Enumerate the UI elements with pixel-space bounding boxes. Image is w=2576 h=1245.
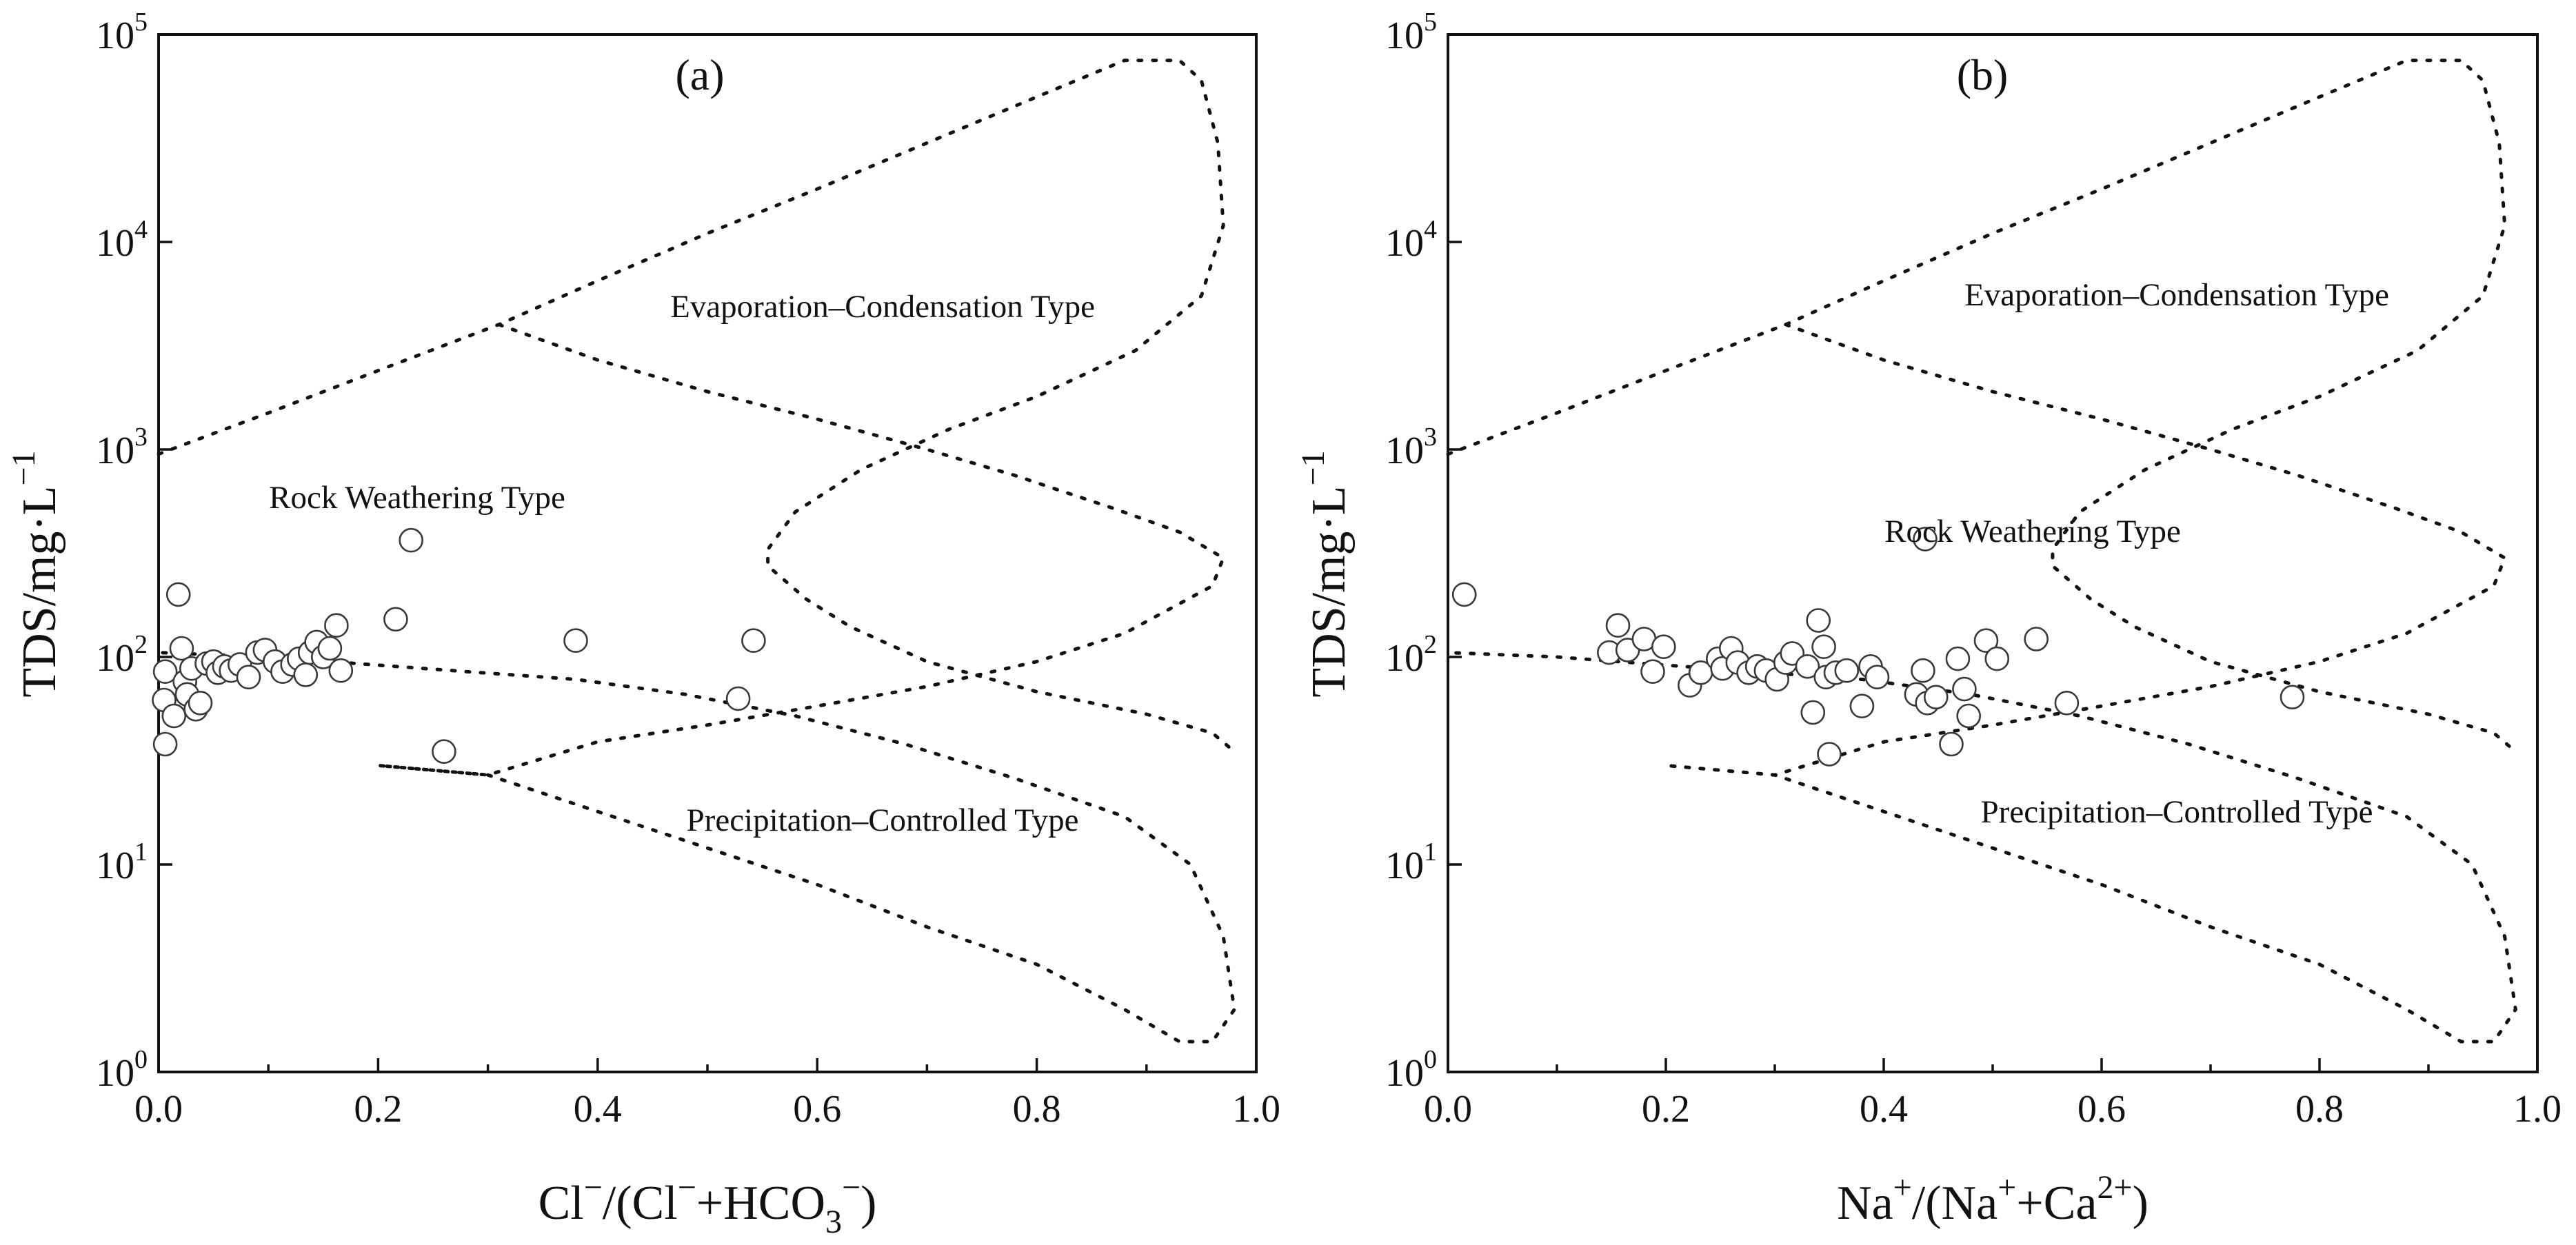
y-tick-label: 101: [1385, 838, 1437, 887]
panel-b: 0.0 0.2 0.4 0.6 0.8 1.0 100 101 102 103 104 105 (b) E…: [1295, 8, 2562, 1230]
data-point: [1651, 634, 1676, 660]
y-tick-label: 103: [96, 423, 148, 472]
data-point: [1451, 582, 1477, 607]
data-point: [324, 613, 349, 638]
label-evaporation-condensation: Evaporation–Condensation Type: [1964, 277, 2389, 313]
data-point: [236, 665, 261, 690]
x-tick-label: 0.6: [2077, 1088, 2126, 1131]
y-tick-label: 104: [1385, 215, 1437, 265]
data-point: [1956, 703, 1981, 729]
y-tick-label: 105: [1385, 8, 1437, 57]
data-point: [383, 607, 408, 632]
data-point: [165, 582, 191, 607]
data-point: [2280, 685, 2305, 710]
data-point: [1952, 676, 1977, 702]
y-axis-title: TDS/mg·L−1: [1295, 450, 1356, 697]
plot-frame: [1447, 33, 2539, 1073]
x-tick-label: 0.4: [1860, 1088, 1908, 1131]
data-point: [1849, 694, 1875, 718]
data-point: [328, 658, 354, 683]
data-point: [1811, 634, 1836, 660]
x-tick-label: 0.6: [793, 1088, 841, 1131]
x-tick-label: 0.8: [2295, 1088, 2344, 1131]
data-point: [293, 662, 319, 687]
label-rock-weathering: Rock Weathering Type: [269, 480, 565, 516]
data-point: [563, 628, 588, 654]
data-point: [1605, 613, 1631, 638]
panel-a: 0.0 0.2 0.4 0.6 0.8 1.0 100 101 102 103 104 105 (a) E…: [6, 8, 1280, 1240]
y-tick-label: 100: [1385, 1045, 1437, 1095]
panel-title: (a): [675, 50, 724, 99]
envelope-inner-lower-curve: [157, 323, 1236, 1044]
label-precipitation-controlled: Precipitation–Controlled Type: [1981, 794, 2373, 830]
data-point: [188, 690, 213, 716]
x-axis-title: Na+/(Na++Ca2+): [1837, 1169, 2149, 1230]
data-point: [1924, 685, 1949, 710]
y-tick-label: 102: [1385, 630, 1437, 680]
label-evaporation-condensation: Evaporation–Condensation Type: [670, 289, 1095, 325]
x-tick-label: 1.0: [2513, 1088, 2562, 1131]
data-point: [1911, 658, 1935, 683]
data-point: [1800, 700, 1826, 725]
y-tick-label: 100: [96, 1045, 148, 1095]
envelope-upper-curve: [157, 59, 1236, 753]
data-point: [2054, 690, 2080, 716]
plot-frame: [157, 33, 1258, 1073]
data-point: [317, 636, 343, 661]
x-tick-label: 0.4: [574, 1088, 622, 1131]
x-tick-label: 0.8: [1013, 1088, 1061, 1131]
data-point: [2024, 627, 2049, 651]
data-point: [1795, 654, 1820, 679]
data-point: [1864, 665, 1890, 690]
x-axis-title: Cl−/(Cl−+HCO3−): [539, 1169, 877, 1240]
x-tick-label: 0.0: [1424, 1088, 1472, 1131]
data-point: [1913, 527, 1938, 551]
y-tick-label: 103: [1385, 423, 1437, 472]
data-point: [1834, 658, 1860, 683]
data-point: [169, 636, 194, 661]
envelope-inner-lower-curve: [1446, 323, 2518, 1044]
y-tick-label: 104: [96, 215, 148, 265]
data-point: [152, 659, 178, 685]
data-point: [399, 527, 424, 553]
label-rock-weathering: Rock Weathering Type: [1884, 514, 2181, 549]
y-tick-label: 102: [96, 630, 148, 680]
data-point: [1984, 646, 2010, 671]
y-tick-label: 101: [96, 838, 148, 887]
data-point: [1817, 742, 1842, 767]
y-axis-title: TDS/mg·L−1: [6, 450, 66, 697]
x-tick-label: 0.2: [1642, 1088, 1690, 1131]
data-point: [741, 628, 766, 654]
data-point: [1640, 659, 1665, 685]
data-point: [1973, 628, 1999, 654]
data-point: [161, 703, 187, 729]
data-point: [1945, 646, 1971, 671]
data-point: [1806, 608, 1831, 633]
panel-title: (b): [1957, 50, 2009, 99]
x-tick-label: 1.0: [1232, 1088, 1280, 1131]
data-point: [152, 731, 178, 757]
data-point: [1939, 731, 1964, 757]
label-precipitation-controlled: Precipitation–Controlled Type: [687, 802, 1079, 838]
x-tick-label: 0.0: [134, 1088, 183, 1131]
data-point: [725, 686, 751, 711]
x-tick-label: 0.2: [354, 1088, 402, 1131]
y-tick-label: 105: [96, 8, 148, 57]
data-point: [432, 739, 456, 764]
